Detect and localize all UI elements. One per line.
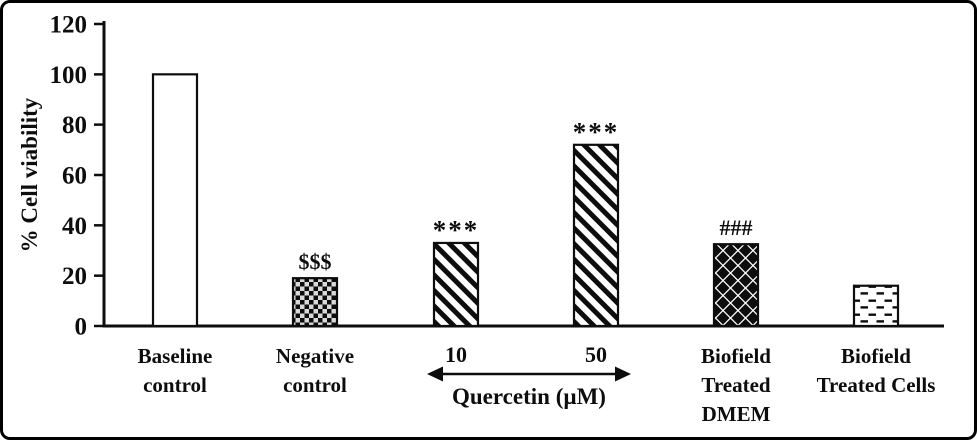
- y-tick-label: 20: [62, 263, 87, 290]
- cell-viability-bar-chart: 0 20 40 60 80 100 120 % Cell viability Baseline c…: [17, 12, 944, 426]
- significance-annotation: ***: [433, 215, 480, 245]
- bar-50: [572, 143, 620, 328]
- category-label: Negative control: [276, 344, 354, 397]
- group-arrow: [427, 366, 631, 382]
- y-tick-label: 0: [75, 314, 88, 341]
- bar-biofield-treated-dmem: [712, 243, 760, 328]
- bar-10: [432, 241, 480, 328]
- category-label: 50: [585, 342, 607, 367]
- bar-biofield-treated-cells: [852, 284, 900, 328]
- category-label: Biofield Treated DMEM: [701, 344, 771, 426]
- arrowhead-right: [615, 366, 631, 382]
- category-label: 10: [445, 342, 467, 367]
- y-tick-label: 60: [62, 163, 87, 190]
- group-label: Quercetin (µM): [452, 384, 606, 409]
- y-axis-title: % Cell viability: [17, 97, 42, 252]
- y-tick-label: 40: [62, 213, 87, 240]
- category-label: Baseline control: [138, 344, 213, 397]
- significance-annotation: $$$: [299, 249, 332, 274]
- y-tick-label: 100: [50, 62, 88, 89]
- y-tick-label: 120: [50, 12, 88, 39]
- y-tick-label: 80: [62, 112, 87, 139]
- significance-annotation: ***: [573, 117, 620, 147]
- category-label: Biofield Treated Cells: [817, 344, 936, 397]
- bar-baseline-control: [151, 73, 199, 328]
- arrowhead-left: [427, 366, 443, 382]
- significance-annotation: ###: [720, 215, 753, 240]
- bar-negative-control: [291, 277, 339, 328]
